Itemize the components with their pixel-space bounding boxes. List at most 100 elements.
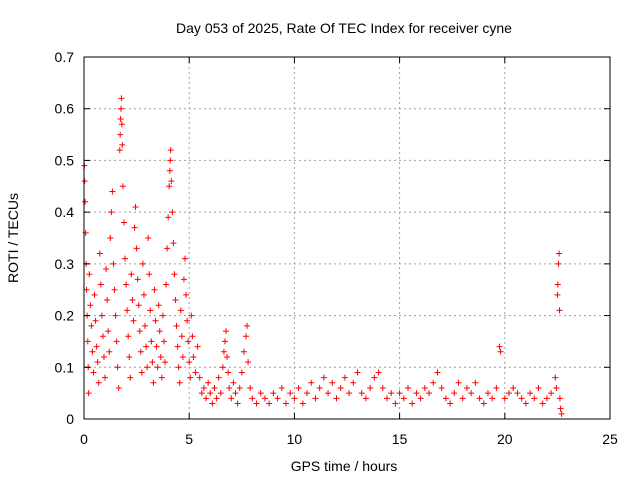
y-tick-label: 0 xyxy=(66,411,74,427)
data-point xyxy=(489,395,496,402)
data-point xyxy=(98,312,105,319)
data-point xyxy=(213,395,220,402)
y-tick-label: 0.7 xyxy=(55,49,75,65)
data-point xyxy=(149,359,156,366)
data-point xyxy=(100,353,107,360)
data-point xyxy=(115,384,122,391)
data-point xyxy=(451,390,458,397)
data-point xyxy=(150,379,157,386)
data-point xyxy=(142,322,149,329)
data-point xyxy=(367,384,374,391)
data-point xyxy=(329,379,336,386)
data-point xyxy=(409,400,416,407)
data-point xyxy=(226,384,233,391)
data-point xyxy=(89,348,96,355)
data-point xyxy=(83,286,90,293)
data-point xyxy=(555,260,562,267)
data-point xyxy=(266,400,273,407)
data-point xyxy=(388,390,395,397)
data-point xyxy=(99,333,106,340)
data-point xyxy=(379,384,386,391)
data-point xyxy=(173,322,180,329)
data-point xyxy=(107,235,114,241)
data-point xyxy=(151,286,158,293)
data-point xyxy=(253,400,260,407)
data-point xyxy=(167,147,174,154)
data-point xyxy=(463,384,470,391)
data-point xyxy=(217,390,224,397)
data-point xyxy=(220,348,227,355)
data-point xyxy=(170,240,177,247)
data-point xyxy=(87,302,94,309)
data-point xyxy=(245,359,252,366)
data-point xyxy=(358,390,365,397)
data-point xyxy=(333,395,340,402)
data-point xyxy=(480,400,487,407)
x-tick-label: 20 xyxy=(497,431,513,447)
data-point xyxy=(160,338,167,345)
data-point xyxy=(230,379,237,386)
data-point xyxy=(221,338,228,345)
data-point xyxy=(225,369,232,376)
data-point xyxy=(442,395,449,402)
data-point xyxy=(119,183,126,190)
data-point xyxy=(177,307,184,314)
y-tick-label: 0.5 xyxy=(55,152,75,168)
data-point xyxy=(90,369,97,376)
data-point xyxy=(405,384,412,391)
data-point xyxy=(556,395,563,402)
data-point xyxy=(543,395,550,402)
data-point xyxy=(159,312,166,319)
data-point xyxy=(108,209,115,216)
data-points xyxy=(81,95,565,417)
data-point xyxy=(203,395,210,402)
data-point xyxy=(531,395,538,402)
data-point xyxy=(127,374,134,381)
data-point xyxy=(514,390,521,397)
data-point xyxy=(119,141,126,148)
data-point xyxy=(181,255,188,262)
data-point xyxy=(118,121,125,128)
data-point xyxy=(128,271,135,278)
data-point xyxy=(95,379,102,386)
data-point xyxy=(157,353,164,360)
x-tick-label: 0 xyxy=(80,431,88,447)
data-point xyxy=(198,390,205,397)
data-point xyxy=(94,359,101,366)
data-point xyxy=(337,384,344,391)
data-point xyxy=(180,276,187,283)
data-point xyxy=(148,338,155,345)
data-point xyxy=(123,281,130,288)
data-point xyxy=(163,281,170,288)
data-point xyxy=(383,395,390,402)
data-point xyxy=(316,384,323,391)
data-point xyxy=(135,302,142,309)
data-point xyxy=(320,374,327,381)
data-point xyxy=(112,312,119,319)
data-point xyxy=(421,384,428,391)
data-point xyxy=(291,395,298,402)
data-point xyxy=(178,333,185,340)
data-point xyxy=(426,390,433,397)
data-point xyxy=(185,338,192,345)
data-point xyxy=(556,250,563,257)
data-point xyxy=(304,390,311,397)
data-point xyxy=(553,384,560,391)
y-tick-label: 0.4 xyxy=(55,204,75,220)
data-point xyxy=(168,178,175,185)
data-point xyxy=(224,353,231,360)
data-point xyxy=(430,379,437,386)
data-point xyxy=(139,260,146,267)
y-tick-label: 0.6 xyxy=(55,101,75,117)
data-point xyxy=(189,333,196,340)
data-point xyxy=(257,390,264,397)
y-tick-label: 0.2 xyxy=(55,308,75,324)
data-point xyxy=(133,245,140,252)
data-point xyxy=(97,281,104,288)
data-point xyxy=(527,390,534,397)
data-point xyxy=(510,384,517,391)
data-point xyxy=(261,395,268,402)
data-point xyxy=(392,400,399,407)
data-point xyxy=(120,219,127,226)
data-point xyxy=(132,203,139,210)
